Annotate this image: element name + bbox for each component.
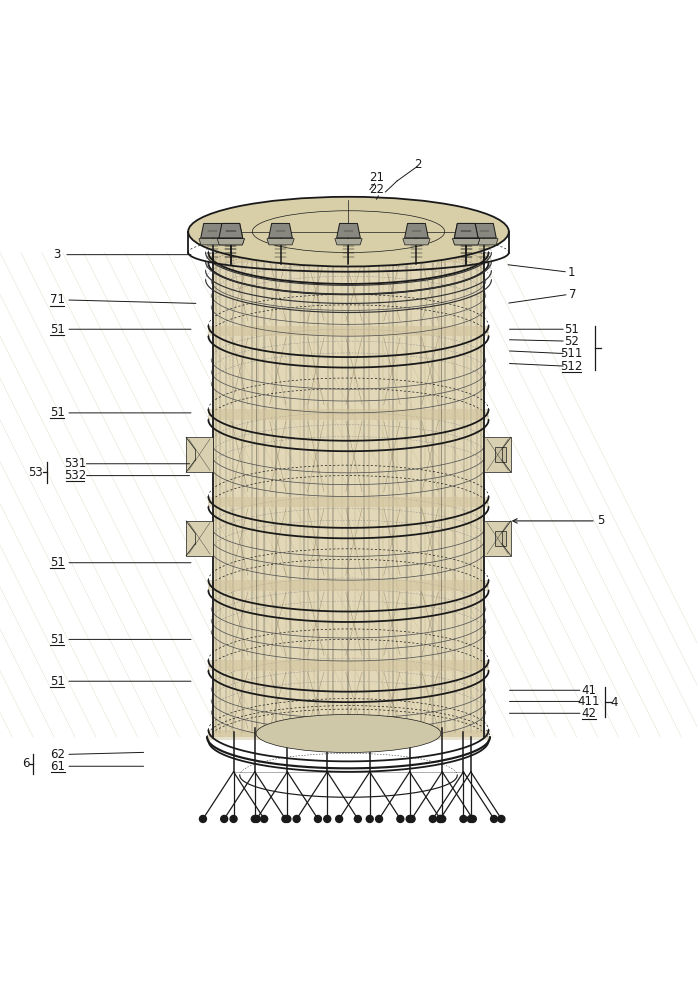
Polygon shape — [199, 239, 227, 245]
Text: 51: 51 — [49, 556, 65, 569]
Polygon shape — [337, 223, 360, 238]
Polygon shape — [208, 253, 489, 263]
Text: 21: 21 — [369, 171, 384, 184]
Circle shape — [467, 815, 474, 822]
Text: 51: 51 — [49, 633, 65, 646]
Polygon shape — [484, 437, 511, 472]
Polygon shape — [213, 253, 484, 737]
Text: 22: 22 — [369, 183, 384, 196]
Circle shape — [354, 815, 361, 822]
Text: 1: 1 — [568, 266, 575, 279]
Circle shape — [293, 815, 300, 822]
Polygon shape — [268, 223, 292, 238]
Polygon shape — [208, 497, 489, 507]
Text: 4: 4 — [611, 696, 618, 709]
Circle shape — [221, 815, 228, 822]
Polygon shape — [208, 660, 489, 671]
Text: 53: 53 — [29, 466, 43, 479]
Circle shape — [437, 815, 444, 822]
Circle shape — [314, 815, 321, 822]
Text: 532: 532 — [64, 469, 86, 482]
Polygon shape — [208, 730, 489, 740]
Text: 51: 51 — [564, 323, 579, 336]
Text: 52: 52 — [564, 335, 579, 348]
Text: 2: 2 — [415, 158, 422, 171]
Text: 531: 531 — [64, 457, 86, 470]
Text: 411: 411 — [578, 695, 600, 708]
Polygon shape — [186, 521, 213, 556]
Ellipse shape — [188, 197, 509, 267]
Circle shape — [366, 815, 373, 822]
Circle shape — [460, 815, 467, 822]
Circle shape — [491, 815, 498, 822]
Text: 512: 512 — [560, 360, 583, 373]
Circle shape — [498, 815, 505, 822]
Circle shape — [469, 815, 476, 822]
Text: 7: 7 — [569, 288, 576, 301]
Polygon shape — [217, 239, 245, 245]
Polygon shape — [219, 223, 243, 238]
Ellipse shape — [256, 714, 441, 753]
Circle shape — [324, 815, 331, 822]
Text: 42: 42 — [581, 707, 597, 720]
Polygon shape — [403, 239, 430, 245]
Polygon shape — [208, 409, 489, 420]
Circle shape — [429, 815, 436, 822]
Polygon shape — [219, 223, 243, 238]
Text: 71: 71 — [49, 293, 65, 306]
Circle shape — [284, 815, 291, 822]
Text: 5: 5 — [597, 514, 604, 527]
Polygon shape — [404, 223, 428, 238]
Polygon shape — [470, 239, 498, 245]
Polygon shape — [186, 437, 213, 472]
Polygon shape — [208, 326, 489, 336]
Polygon shape — [454, 223, 478, 238]
Text: 62: 62 — [50, 748, 66, 761]
Polygon shape — [473, 223, 496, 238]
Circle shape — [438, 815, 445, 822]
Circle shape — [376, 815, 383, 822]
Polygon shape — [201, 223, 224, 238]
Text: 51: 51 — [49, 406, 65, 419]
Circle shape — [199, 815, 206, 822]
Circle shape — [437, 815, 444, 822]
Text: 61: 61 — [50, 760, 66, 773]
Circle shape — [253, 815, 260, 822]
Text: 51: 51 — [49, 323, 65, 336]
Polygon shape — [452, 239, 480, 245]
Polygon shape — [267, 239, 294, 245]
Polygon shape — [335, 239, 362, 245]
Bar — [495, 531, 506, 546]
Polygon shape — [452, 239, 480, 245]
Circle shape — [406, 815, 413, 822]
Bar — [495, 447, 506, 462]
Text: 6: 6 — [22, 757, 29, 770]
Text: 41: 41 — [581, 684, 597, 697]
Polygon shape — [484, 521, 511, 556]
Circle shape — [282, 815, 289, 822]
Text: 3: 3 — [54, 248, 61, 261]
Polygon shape — [217, 239, 245, 245]
Circle shape — [408, 815, 415, 822]
Text: 511: 511 — [560, 347, 583, 360]
Circle shape — [230, 815, 237, 822]
Circle shape — [252, 815, 259, 822]
Circle shape — [336, 815, 343, 822]
Polygon shape — [454, 223, 478, 238]
Text: 51: 51 — [49, 675, 65, 688]
Circle shape — [261, 815, 268, 822]
Circle shape — [397, 815, 404, 822]
Polygon shape — [208, 580, 489, 591]
